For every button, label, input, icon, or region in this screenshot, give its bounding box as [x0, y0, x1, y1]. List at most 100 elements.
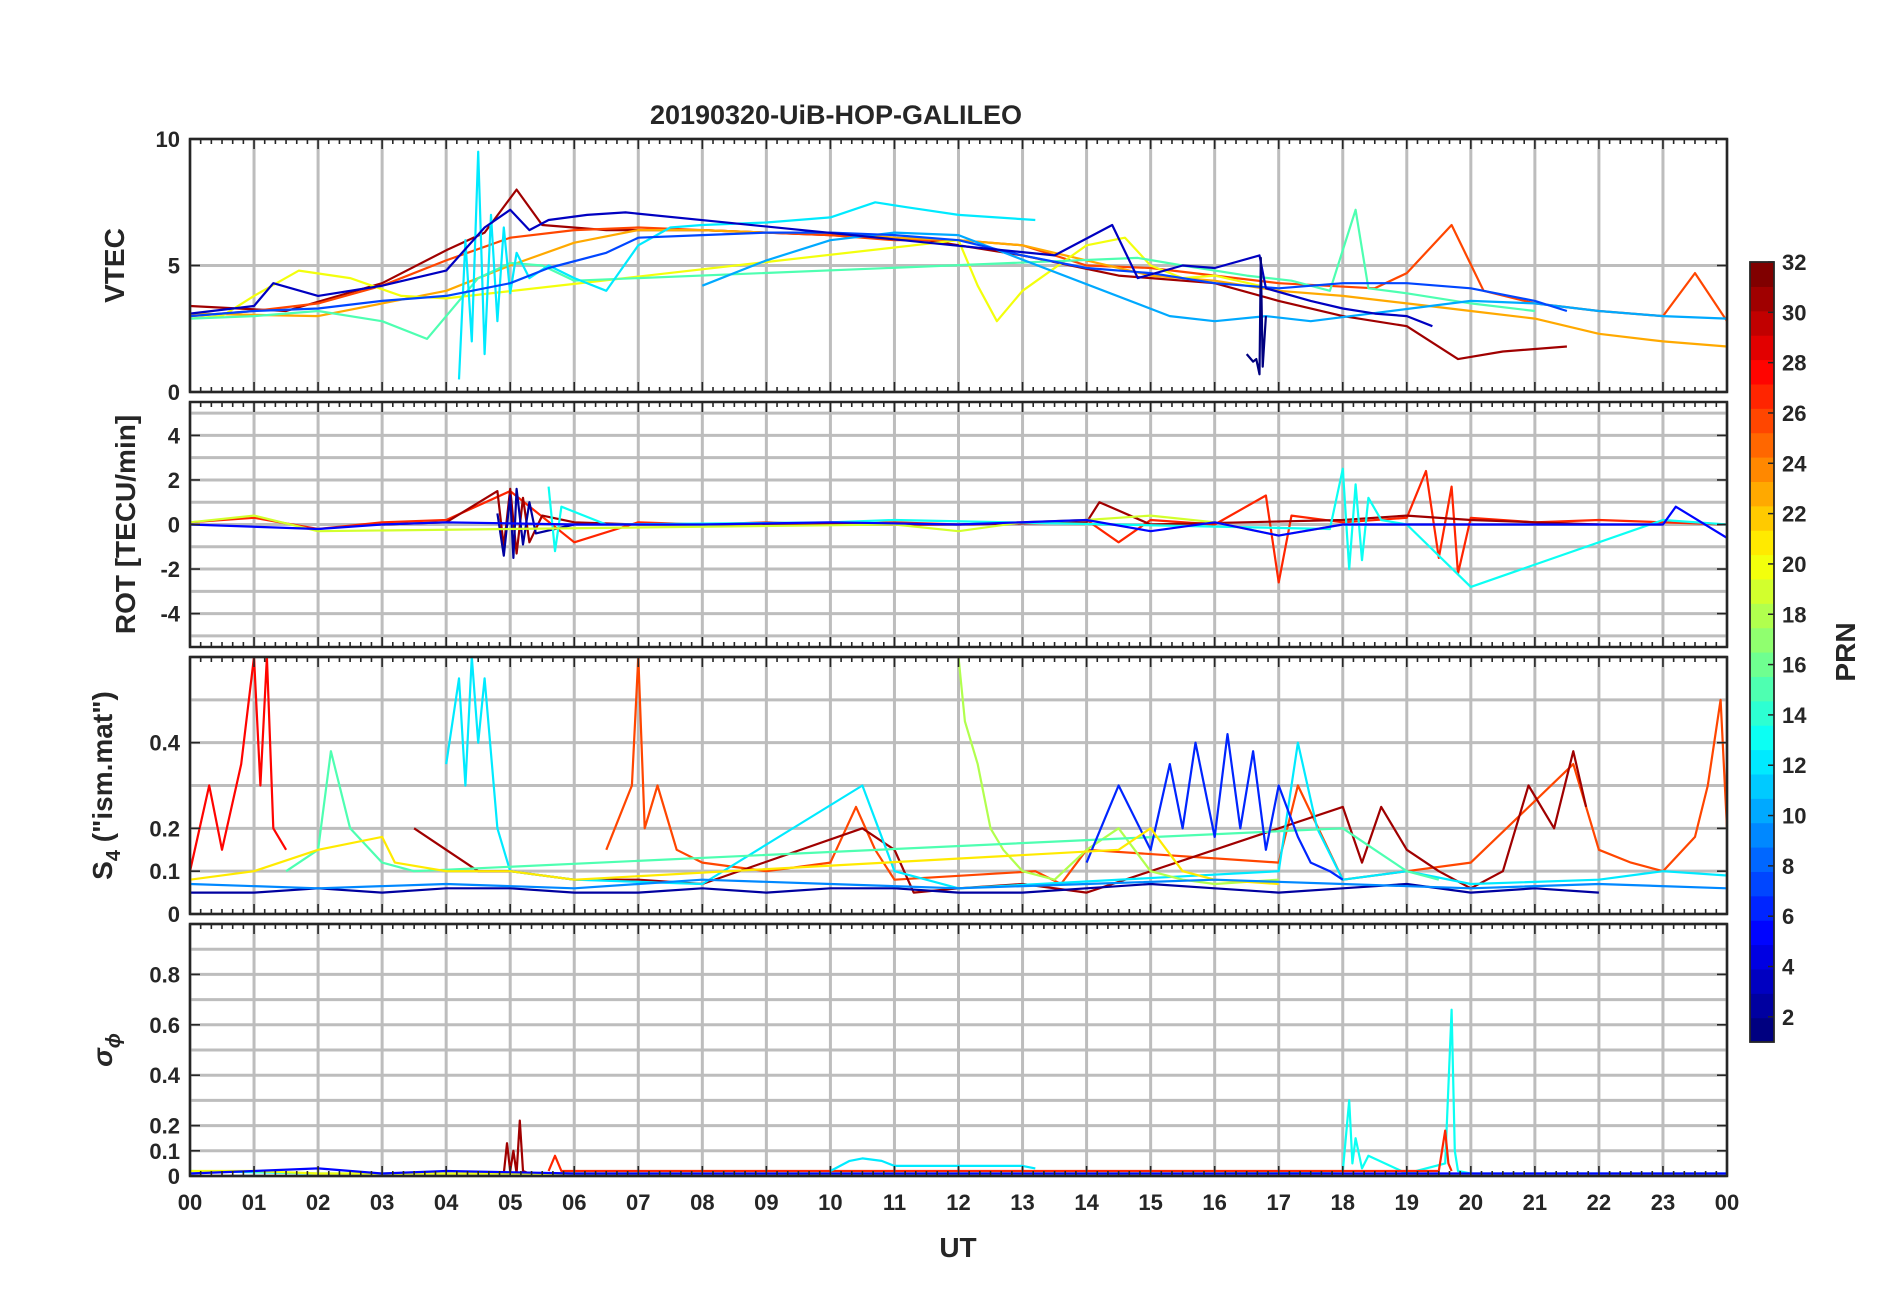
x-tick-labels: 00 01 02 03 04 05 06 07 08 09 10 11 12 13 14 15 16 17 18 19… — [178, 1190, 1739, 1215]
y-tick-label: 5 — [168, 254, 180, 279]
colorbar-segment — [1750, 578, 1774, 604]
series-line-prn-6 — [1085, 732, 1344, 881]
series-line-prn-9 — [190, 878, 1727, 890]
x-tick-label: 00 — [1715, 1190, 1739, 1215]
colorbar-tick-label: 24 — [1782, 451, 1807, 476]
colorbar-segment — [1750, 895, 1774, 921]
series-line-prn-15 — [285, 750, 1440, 881]
colorbar-segment — [1750, 871, 1774, 897]
colorbar-segment — [1750, 530, 1774, 556]
x-tick-label: 13 — [1010, 1190, 1034, 1215]
x-tick-label: 03 — [370, 1190, 394, 1215]
colorbar-frame — [1749, 261, 1775, 1043]
colorbar-label: PRN — [1830, 622, 1861, 681]
colorbar-segment — [1750, 359, 1774, 385]
colorbar-tick-label: 14 — [1782, 703, 1807, 728]
figure-title: 20190320-UiB-HOP-GALILEO — [650, 100, 1022, 130]
colorbar-segment — [1750, 408, 1774, 434]
x-tick-label: 02 — [306, 1190, 330, 1215]
series-line-prn-12 — [829, 1157, 1036, 1172]
series-line-prn-21 — [190, 827, 1279, 886]
x-tick-label: 19 — [1395, 1190, 1419, 1215]
colorbar-tick-label: 8 — [1782, 854, 1794, 879]
x-tick-label: 23 — [1651, 1190, 1675, 1215]
colorbar-segment — [1750, 920, 1774, 946]
x-tick-label: 05 — [498, 1190, 522, 1215]
y-tick-label: 0 — [168, 380, 180, 405]
series-line-prn-27 — [190, 469, 1727, 584]
colorbar-tick-label: 6 — [1782, 904, 1794, 929]
colorbar-segment — [1750, 627, 1774, 653]
y-tick-label: 0.1 — [149, 1139, 180, 1164]
y-tick-label: 0.2 — [149, 816, 180, 841]
y-axis-label-sigma-phi: σϕ — [87, 1033, 125, 1067]
x-tick-label: 20 — [1459, 1190, 1483, 1215]
colorbar-tick-label: 26 — [1782, 401, 1806, 426]
series-line-prn-13 — [547, 467, 1727, 589]
colorbar-segment — [1750, 676, 1774, 702]
series-line-prn-1 — [1245, 256, 1267, 376]
series-line-prn-26 — [605, 657, 1727, 886]
x-tick-label: 11 — [883, 1190, 906, 1215]
colorbar-segment — [1750, 700, 1774, 726]
x-tick-label: 06 — [562, 1190, 586, 1215]
colorbar-segment — [1750, 968, 1774, 994]
x-tick-label: 04 — [434, 1190, 459, 1215]
y-tick-label: 0 — [168, 902, 180, 927]
y-tick-label: 0.4 — [149, 1063, 180, 1088]
colorbar-segment — [1750, 432, 1774, 458]
colorbar-segment — [1750, 944, 1774, 970]
series-line-prn-31 — [190, 188, 1567, 361]
series-line-prn-28 — [190, 657, 288, 872]
x-tick-label: 21 — [1523, 1190, 1547, 1215]
series-line-prn-12 — [457, 150, 1036, 380]
series-line-prn-15 — [190, 208, 1536, 340]
panel-sigma-phi: 00.10.2 0.4 0.6 0.8 σϕ — [87, 922, 1729, 1189]
y-tick-label: -4 — [160, 602, 180, 627]
colorbar-segment — [1750, 383, 1774, 409]
colorbar-tick-label: 18 — [1782, 602, 1806, 627]
x-tick-label: 18 — [1331, 1190, 1355, 1215]
colorbar-segment — [1750, 1017, 1774, 1043]
y-tick-label: 4 — [168, 423, 181, 448]
x-tick-label: 17 — [1266, 1190, 1290, 1215]
series-line-prn-3 — [190, 208, 1433, 328]
colorbar-segment — [1750, 310, 1774, 336]
y-tick-label: 2 — [168, 468, 180, 493]
colorbar-tick-label: 22 — [1782, 502, 1806, 527]
series-line-prn-23 — [190, 229, 1727, 348]
series-line-prn-2 — [190, 882, 1599, 894]
colorbar-tick-label: 2 — [1782, 1005, 1794, 1030]
y-axis-label-s4: S4 ("ism.mat") — [87, 691, 125, 880]
colorbar-segment — [1750, 603, 1774, 629]
y-tick-label: 0 — [168, 513, 180, 538]
x-tick-label: 14 — [1074, 1190, 1099, 1215]
x-tick-label: 16 — [1202, 1190, 1226, 1215]
x-tick-label: 08 — [690, 1190, 714, 1215]
y-axis-label-rot: ROT [TECU/min] — [110, 415, 141, 634]
x-tick-label: 22 — [1587, 1190, 1611, 1215]
colorbar-tick-label: 4 — [1782, 955, 1795, 980]
colorbar-tick-label: 10 — [1782, 804, 1806, 829]
colorbar-segment — [1750, 773, 1774, 799]
colorbar-segment — [1750, 505, 1774, 531]
y-tick-label: 0.2 — [149, 1114, 180, 1139]
colorbar-segment — [1750, 725, 1774, 751]
y-tick-label: 0.6 — [149, 1013, 180, 1038]
y-axis-label-vtec: VTEC — [99, 228, 130, 303]
colorbar-tick-label: 20 — [1782, 552, 1806, 577]
series-line-prn-5 — [190, 505, 1727, 539]
x-tick-label: 07 — [626, 1190, 650, 1215]
x-tick-label: 12 — [946, 1190, 970, 1215]
y-tick-label: -2 — [160, 557, 180, 582]
series-group — [190, 467, 1727, 589]
series-line-prn-12 — [445, 657, 1727, 890]
x-tick-label: 00 — [178, 1190, 202, 1215]
x-tick-label: 10 — [818, 1190, 842, 1215]
series-line-prn-10 — [701, 231, 1727, 323]
series-line-prn-31 — [502, 1119, 530, 1175]
y-tick-label: 0.8 — [149, 962, 180, 987]
x-axis-label: UT — [939, 1232, 976, 1263]
